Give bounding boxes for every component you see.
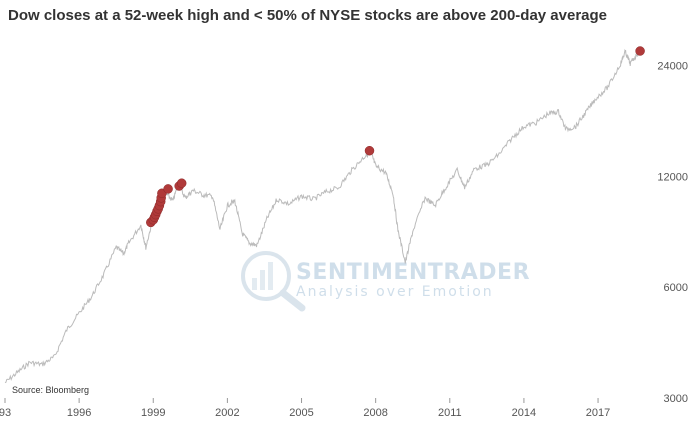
x-tick-label: 2011 <box>438 407 462 419</box>
signal-point-12 <box>176 178 187 188</box>
plot-area <box>4 46 645 384</box>
x-axis: 93 1996 1999 2002 2005 2008 2011 2014 2017 <box>0 398 610 419</box>
x-tick-label: 2017 <box>586 407 610 419</box>
y-tick-label: 6000 <box>664 282 688 294</box>
chart-title: Dow closes at a 52-week high and < 50% o… <box>8 7 607 24</box>
source-label: Source: Bloomberg <box>12 385 89 395</box>
x-tick-label: 93 <box>0 407 11 419</box>
y-tick-label: 12000 <box>657 171 688 183</box>
signal-point-10 <box>163 184 173 194</box>
sentimentrader-watermark: SENTIMENTRADER Analysis over Emotion <box>241 251 530 312</box>
x-tick-label: 2008 <box>363 407 387 419</box>
watermark-brand: SENTIMENTRADER <box>296 260 530 285</box>
x-tick-label: 1996 <box>67 407 91 419</box>
watermark-logo <box>241 251 306 312</box>
x-tick-label: 2002 <box>215 407 239 419</box>
y-tick-label: 3000 <box>664 393 688 405</box>
dow-price-line <box>4 48 643 384</box>
watermark-tagline: Analysis over Emotion <box>296 284 494 300</box>
x-tick-label: 2014 <box>512 407 536 419</box>
signal-point-13 <box>364 145 375 156</box>
y-axis: 3000 6000 12000 24000 <box>657 61 688 405</box>
signal-point-14 <box>635 46 645 56</box>
x-tick-label: 1999 <box>141 407 165 419</box>
y-tick-label: 24000 <box>657 61 688 73</box>
x-tick-label: 2005 <box>289 407 313 419</box>
